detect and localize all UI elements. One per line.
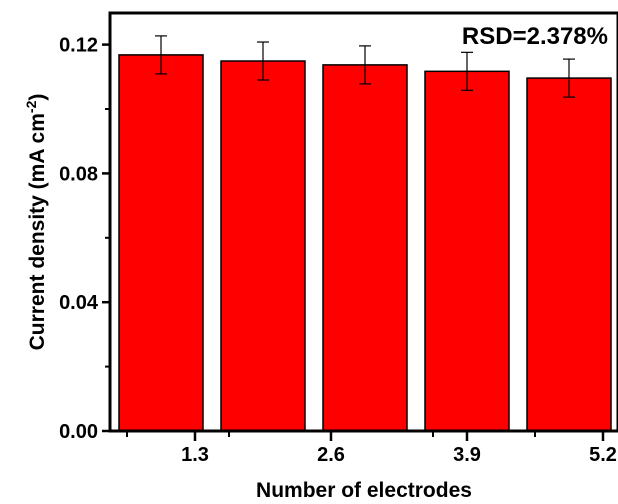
rsd-annotation: RSD=2.378% xyxy=(462,23,608,50)
y-tick-label: 0.08 xyxy=(59,163,98,185)
y-tick-label: 0.12 xyxy=(59,35,98,57)
bars-layer xyxy=(118,54,612,432)
bar xyxy=(526,77,612,432)
bar xyxy=(118,54,204,432)
y-axis-title-superscript: -2 xyxy=(23,100,39,113)
x-axis-ticks: 1.3 2.6 3.9 5.2 xyxy=(126,431,617,466)
bar xyxy=(220,60,306,432)
y-axis-ticks: 0.00 0.04 0.08 0.12 xyxy=(59,35,110,443)
plot-frame xyxy=(108,11,618,433)
y-axis-title-main: Current density (mA cm xyxy=(26,113,49,350)
x-tick-label: 1.3 xyxy=(181,444,209,466)
x-tick-label: 2.6 xyxy=(317,444,345,466)
y-axis-title-close: ) xyxy=(26,94,49,101)
x-tick-label: 3.9 xyxy=(453,444,481,466)
y-tick-label: 0.04 xyxy=(59,292,99,314)
bar xyxy=(322,64,408,432)
error-bars-layer xyxy=(155,35,575,98)
x-axis-title: Number of electrodes xyxy=(256,479,472,502)
y-tick-label: 0.00 xyxy=(59,421,98,443)
y-axis-title: Current density (mA cm-2) xyxy=(23,94,49,351)
x-tick-label: 5.2 xyxy=(589,444,617,466)
bar xyxy=(424,70,510,432)
